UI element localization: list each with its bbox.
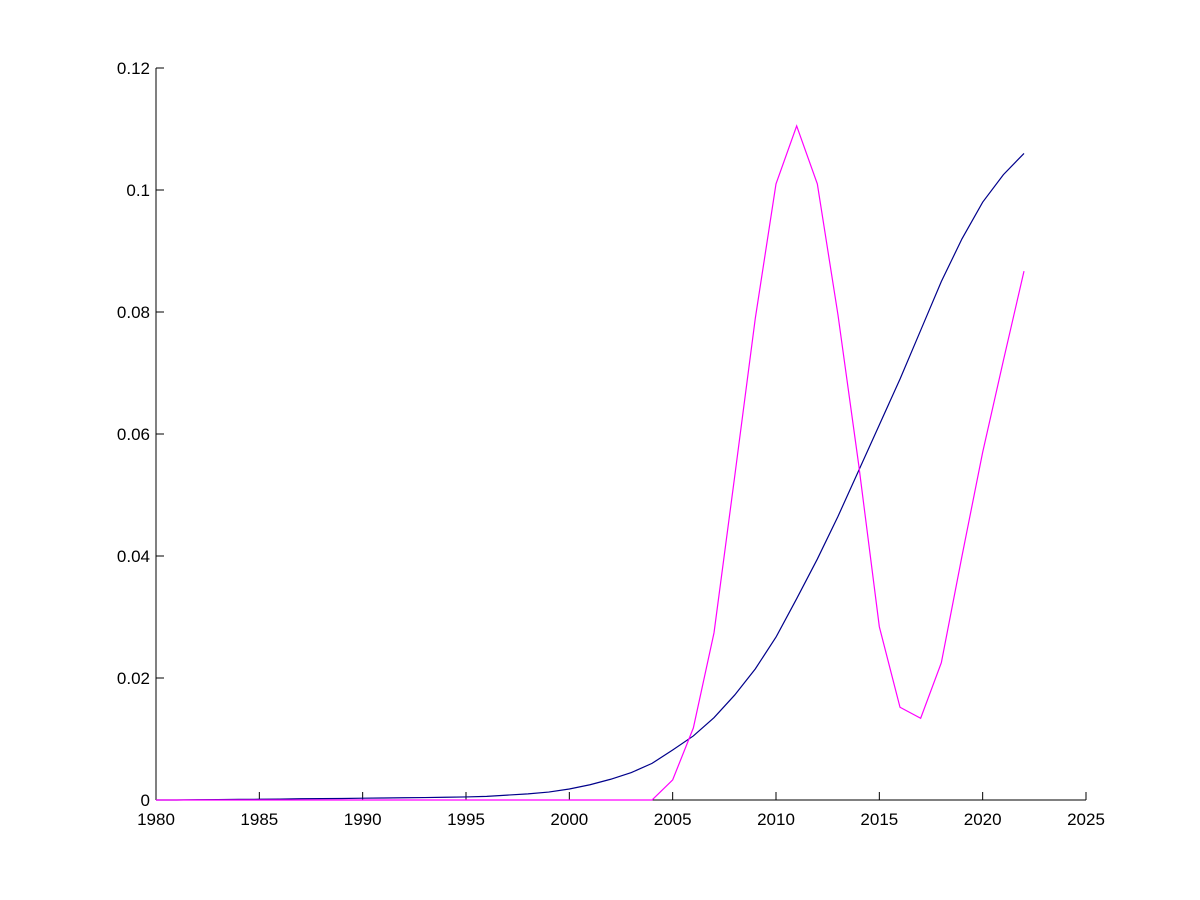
y-tick-label: 0.06 [117, 425, 150, 444]
y-tick-label: 0.04 [117, 547, 150, 566]
x-tick-label: 2000 [550, 810, 588, 829]
y-tick-label: 0.02 [117, 669, 150, 688]
x-tick-label: 2010 [757, 810, 795, 829]
y-tick-label: 0.12 [117, 59, 150, 78]
series-line [156, 152, 1025, 801]
x-tick-label: 2020 [964, 810, 1002, 829]
x-tick-label: 1985 [240, 810, 278, 829]
x-tick-label: 2005 [654, 810, 692, 829]
y-tick-label: 0 [141, 791, 150, 810]
x-tick-label: 1995 [447, 810, 485, 829]
x-tick-label: 1990 [344, 810, 382, 829]
x-tick-label: 1980 [137, 810, 175, 829]
series-line [156, 124, 1025, 801]
y-tick-label: 0.08 [117, 303, 150, 322]
y-tick-label: 0.1 [126, 181, 150, 200]
x-tick-label: 2025 [1067, 810, 1105, 829]
x-tick-label: 2015 [860, 810, 898, 829]
